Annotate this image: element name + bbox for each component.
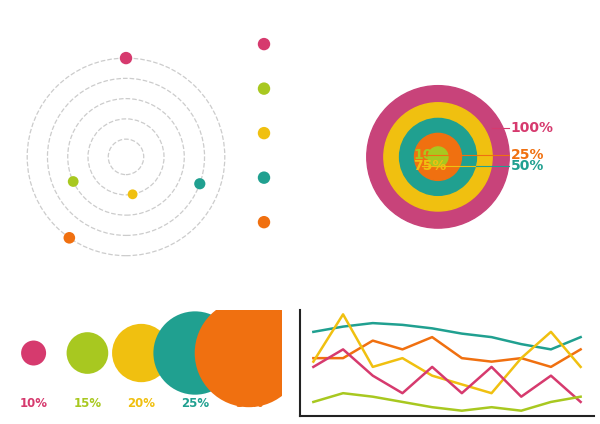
- Point: [128, 191, 137, 198]
- Point: [190, 350, 200, 357]
- Point: [259, 219, 269, 226]
- Text: 20%: 20%: [127, 397, 155, 410]
- Circle shape: [428, 147, 448, 167]
- Point: [259, 174, 269, 181]
- Circle shape: [384, 103, 492, 211]
- Text: 25%: 25%: [511, 148, 544, 162]
- Point: [121, 55, 131, 61]
- Point: [136, 350, 146, 357]
- Point: [259, 41, 269, 47]
- Text: 15%: 15%: [73, 397, 101, 410]
- Point: [259, 85, 269, 92]
- Text: 10%: 10%: [413, 148, 446, 162]
- Point: [244, 350, 254, 357]
- Text: 25%: 25%: [181, 397, 209, 410]
- Point: [65, 234, 74, 241]
- Text: 50%: 50%: [511, 159, 544, 173]
- Point: [68, 178, 78, 185]
- Point: [259, 130, 269, 137]
- Circle shape: [367, 86, 509, 228]
- Text: 75%: 75%: [413, 159, 446, 173]
- Point: [29, 350, 38, 357]
- Text: 30%: 30%: [235, 397, 263, 410]
- Circle shape: [415, 134, 461, 180]
- Point: [195, 180, 205, 187]
- Circle shape: [400, 118, 476, 195]
- Text: 100%: 100%: [511, 121, 554, 135]
- Point: [83, 350, 92, 357]
- Text: 10%: 10%: [20, 397, 47, 410]
